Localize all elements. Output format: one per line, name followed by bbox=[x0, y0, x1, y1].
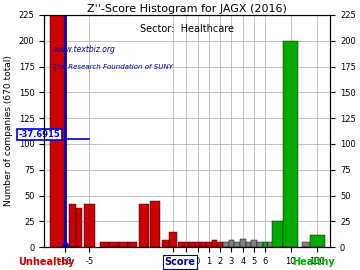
Bar bbox=[128, 242, 138, 247]
Bar bbox=[262, 242, 268, 247]
Text: Sector:  Healthcare: Sector: Healthcare bbox=[140, 24, 234, 34]
Bar bbox=[150, 201, 161, 247]
Bar bbox=[223, 242, 229, 247]
Bar bbox=[119, 242, 128, 247]
Bar bbox=[257, 242, 262, 247]
Bar bbox=[170, 232, 177, 247]
Bar bbox=[206, 242, 212, 247]
Bar bbox=[109, 242, 119, 247]
Title: Z''-Score Histogram for JAGX (2016): Z''-Score Histogram for JAGX (2016) bbox=[87, 4, 287, 14]
Bar bbox=[217, 242, 223, 247]
Bar bbox=[201, 242, 206, 247]
Bar bbox=[69, 204, 76, 247]
Text: www.textbiz.org: www.textbiz.org bbox=[53, 45, 115, 54]
Text: Unhealthy: Unhealthy bbox=[19, 257, 75, 267]
Bar bbox=[251, 240, 257, 247]
Bar bbox=[189, 242, 195, 247]
Bar bbox=[310, 235, 325, 247]
Bar bbox=[234, 242, 240, 247]
Bar bbox=[100, 242, 109, 247]
Bar bbox=[240, 239, 246, 247]
Bar bbox=[184, 242, 189, 247]
Bar bbox=[195, 242, 201, 247]
Bar bbox=[162, 240, 170, 247]
Text: -37.6915: -37.6915 bbox=[19, 130, 60, 139]
Text: The Research Foundation of SUNY: The Research Foundation of SUNY bbox=[53, 64, 173, 70]
Bar bbox=[84, 204, 95, 247]
Bar bbox=[76, 208, 82, 247]
Bar bbox=[268, 242, 274, 247]
Y-axis label: Number of companies (670 total): Number of companies (670 total) bbox=[4, 56, 13, 207]
Text: Score: Score bbox=[165, 257, 195, 267]
Text: Healthy: Healthy bbox=[292, 257, 334, 267]
Bar bbox=[229, 240, 234, 247]
Bar bbox=[50, 15, 65, 247]
Bar bbox=[246, 242, 251, 247]
Bar bbox=[302, 242, 310, 247]
Bar bbox=[139, 204, 149, 247]
Bar bbox=[283, 41, 298, 247]
Bar bbox=[272, 221, 283, 247]
Bar bbox=[212, 240, 217, 247]
Bar bbox=[178, 242, 184, 247]
